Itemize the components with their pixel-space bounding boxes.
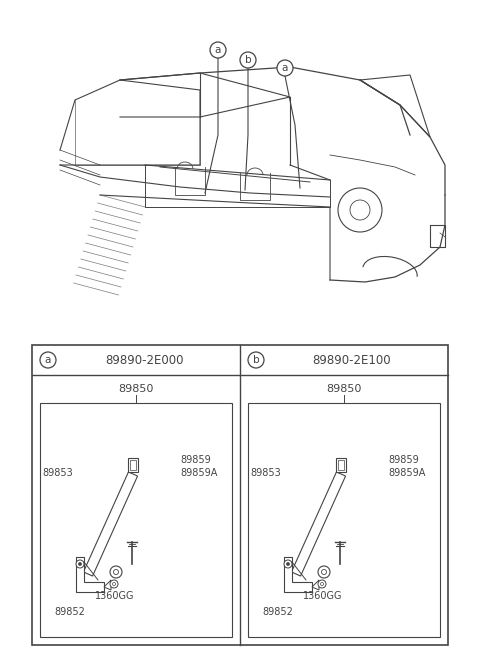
Circle shape bbox=[277, 60, 293, 76]
Text: 89859: 89859 bbox=[180, 455, 211, 465]
FancyBboxPatch shape bbox=[128, 458, 138, 472]
Polygon shape bbox=[284, 557, 312, 592]
Text: 89850: 89850 bbox=[326, 384, 362, 394]
Circle shape bbox=[318, 580, 326, 588]
Circle shape bbox=[110, 580, 118, 588]
Text: a: a bbox=[282, 63, 288, 73]
Circle shape bbox=[321, 582, 324, 586]
Text: a: a bbox=[45, 355, 51, 365]
Text: 89852: 89852 bbox=[54, 607, 85, 617]
FancyBboxPatch shape bbox=[336, 458, 346, 472]
Circle shape bbox=[79, 563, 82, 565]
Text: 89853: 89853 bbox=[42, 468, 73, 478]
Text: 89850: 89850 bbox=[118, 384, 154, 394]
Circle shape bbox=[112, 582, 116, 586]
Circle shape bbox=[76, 560, 84, 568]
Polygon shape bbox=[104, 580, 111, 590]
Circle shape bbox=[284, 560, 292, 568]
Polygon shape bbox=[291, 472, 346, 576]
FancyBboxPatch shape bbox=[40, 403, 232, 637]
Circle shape bbox=[350, 200, 370, 220]
Circle shape bbox=[287, 563, 289, 565]
Circle shape bbox=[322, 569, 326, 574]
Text: 89890-2E100: 89890-2E100 bbox=[312, 354, 391, 367]
Text: 89859A: 89859A bbox=[388, 468, 425, 478]
Circle shape bbox=[240, 52, 256, 68]
Polygon shape bbox=[312, 580, 319, 590]
Circle shape bbox=[248, 352, 264, 368]
Circle shape bbox=[338, 188, 382, 232]
Text: 1360GG: 1360GG bbox=[95, 591, 134, 601]
Circle shape bbox=[40, 352, 56, 368]
Text: 89853: 89853 bbox=[250, 468, 281, 478]
FancyBboxPatch shape bbox=[130, 460, 136, 470]
Text: 89890-2E000: 89890-2E000 bbox=[105, 354, 183, 367]
Polygon shape bbox=[76, 557, 104, 592]
Text: 89859: 89859 bbox=[388, 455, 419, 465]
Text: 1360GG: 1360GG bbox=[303, 591, 343, 601]
Circle shape bbox=[210, 42, 226, 58]
FancyBboxPatch shape bbox=[32, 345, 448, 645]
Text: a: a bbox=[215, 45, 221, 55]
Text: b: b bbox=[245, 55, 252, 65]
Text: 89852: 89852 bbox=[262, 607, 293, 617]
Polygon shape bbox=[84, 472, 138, 576]
Text: 89859A: 89859A bbox=[180, 468, 217, 478]
Circle shape bbox=[113, 569, 119, 574]
Circle shape bbox=[318, 566, 330, 578]
FancyBboxPatch shape bbox=[338, 460, 344, 470]
Circle shape bbox=[110, 566, 122, 578]
Text: b: b bbox=[252, 355, 259, 365]
FancyBboxPatch shape bbox=[248, 403, 440, 637]
